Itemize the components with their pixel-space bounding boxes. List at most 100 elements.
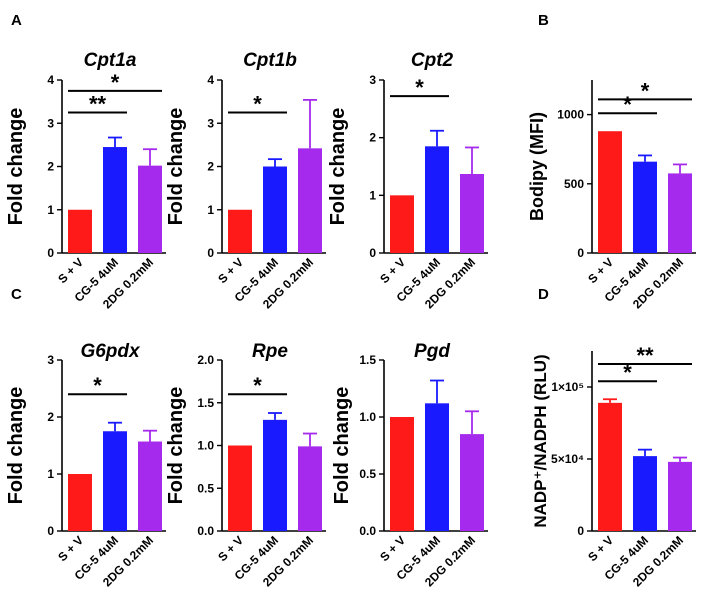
chart-title: Rpe xyxy=(252,341,288,362)
bar-bodipy-2 xyxy=(668,173,692,253)
bar-cpt1a-0 xyxy=(68,209,92,253)
bar-cpt2-0 xyxy=(390,195,414,253)
y-axis-label: Fold change xyxy=(5,387,27,505)
x-tick-label: S + V xyxy=(585,533,616,564)
significance-label: * xyxy=(253,91,262,116)
y-tick-label: 0 xyxy=(47,246,54,260)
y-axis-label: Bodipy (MFI) xyxy=(527,112,547,221)
bar-nadp-1 xyxy=(633,456,657,531)
bar-g6pdx-1 xyxy=(103,431,127,531)
x-tick-label: S + V xyxy=(377,255,408,286)
significance-label: * xyxy=(111,70,120,95)
y-tick-label: 2 xyxy=(207,160,214,174)
y-tick-label: 3 xyxy=(47,353,54,367)
y-tick-label: 1 xyxy=(369,188,376,202)
x-tick-label: S + V xyxy=(215,255,246,286)
panel-label-b: B xyxy=(538,12,549,29)
y-tick-label: 1 xyxy=(207,203,214,217)
x-tick-label: S + V xyxy=(585,255,616,286)
y-tick-label: 3 xyxy=(369,73,376,87)
x-tick-label: S + V xyxy=(55,255,86,286)
bar-pgd-1 xyxy=(425,403,449,531)
y-tick-label: 2 xyxy=(47,160,54,174)
chart-title: G6pdx xyxy=(80,341,141,362)
y-axis-label: Fold change xyxy=(5,108,27,226)
y-axis-label: Fold change xyxy=(331,387,353,505)
panel-label-a: A xyxy=(11,12,22,29)
bar-pgd-0 xyxy=(390,417,414,531)
y-tick-label: 1000 xyxy=(557,108,584,122)
bar-rpe-0 xyxy=(228,445,252,531)
y-tick-label: 4 xyxy=(207,73,214,87)
y-axis-label: Fold change xyxy=(165,387,187,505)
bar-cpt1b-0 xyxy=(228,209,252,253)
x-tick-label: S + V xyxy=(55,533,86,564)
y-tick-label: 0 xyxy=(207,246,214,260)
bar-g6pdx-2 xyxy=(138,441,162,531)
significance-label: * xyxy=(623,360,632,385)
x-tick-label: S + V xyxy=(215,533,246,564)
y-tick-label: 1 xyxy=(47,467,54,481)
panel-label-c: C xyxy=(11,286,22,303)
y-tick-label: 0.0 xyxy=(359,524,376,538)
bar-rpe-1 xyxy=(263,419,287,531)
bar-pgd-2 xyxy=(460,434,484,531)
bar-cpt1a-2 xyxy=(138,165,162,253)
y-tick-label: 0 xyxy=(577,246,584,260)
y-tick-label: 1 xyxy=(47,203,54,217)
y-tick-label: 0 xyxy=(577,524,584,538)
y-tick-label: 2 xyxy=(369,131,376,145)
y-tick-label: 0.5 xyxy=(359,467,376,481)
y-tick-label: 1×10⁵ xyxy=(551,380,584,394)
bar-cpt1b-1 xyxy=(263,166,287,253)
bar-nadp-0 xyxy=(598,402,622,531)
y-axis-label: NADP⁺/NADPH (RLU) xyxy=(531,354,550,527)
significance-label: ** xyxy=(89,91,107,116)
y-tick-label: 4 xyxy=(47,73,54,87)
y-tick-label: 1.5 xyxy=(197,396,214,410)
chart-title: Pgd xyxy=(414,341,450,362)
significance-label: * xyxy=(415,75,424,100)
significance-label: * xyxy=(641,78,650,103)
y-tick-label: 0 xyxy=(369,246,376,260)
bar-rpe-2 xyxy=(298,446,322,531)
y-tick-label: 2.0 xyxy=(197,353,214,367)
chart-title: Cpt1a xyxy=(84,50,137,71)
y-tick-label: 0 xyxy=(47,524,54,538)
significance-label: ** xyxy=(636,343,654,368)
bar-bodipy-0 xyxy=(598,131,622,253)
y-tick-label: 1.0 xyxy=(197,439,214,453)
significance-label: * xyxy=(253,373,262,398)
x-tick-label: S + V xyxy=(377,533,408,564)
y-tick-label: 500 xyxy=(564,177,584,191)
y-tick-label: 0.5 xyxy=(197,481,214,495)
significance-label: * xyxy=(93,373,102,398)
y-axis-label: Fold change xyxy=(327,108,349,226)
significance-label: * xyxy=(623,92,632,117)
bar-bodipy-1 xyxy=(633,161,657,253)
y-tick-label: 2 xyxy=(47,410,54,424)
bar-cpt1b-2 xyxy=(298,148,322,253)
bar-cpt2-2 xyxy=(460,173,484,253)
bar-g6pdx-0 xyxy=(68,474,92,531)
y-tick-label: 1.0 xyxy=(359,410,376,424)
bar-cpt1a-1 xyxy=(103,147,127,253)
bar-nadp-2 xyxy=(668,461,692,531)
bar-cpt2-1 xyxy=(425,146,449,253)
y-tick-label: 3 xyxy=(47,116,54,130)
y-tick-label: 3 xyxy=(207,116,214,130)
y-axis-label: Fold change xyxy=(165,108,187,226)
chart-title: Cpt1b xyxy=(243,50,297,71)
y-tick-label: 1.5 xyxy=(359,353,376,367)
chart-title: Cpt2 xyxy=(411,50,454,71)
